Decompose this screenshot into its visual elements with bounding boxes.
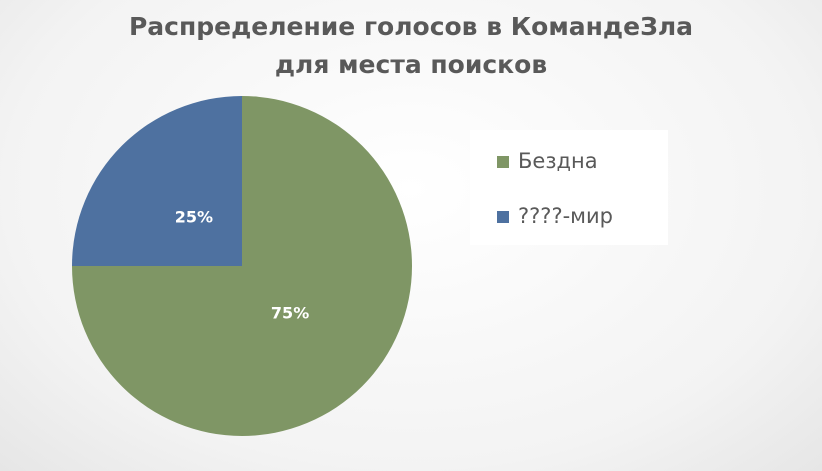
data-label: 25% xyxy=(175,207,213,226)
legend-label: Бездна xyxy=(518,149,598,173)
legend-swatch xyxy=(497,156,509,168)
legend-box xyxy=(470,130,668,245)
legend-label: ????-мир xyxy=(518,204,613,228)
data-label: 75% xyxy=(271,304,309,323)
pie-slice xyxy=(72,96,242,266)
legend-swatch xyxy=(497,211,509,223)
chart-title: Распределение голосов в КомандеЗла для м… xyxy=(128,12,694,79)
